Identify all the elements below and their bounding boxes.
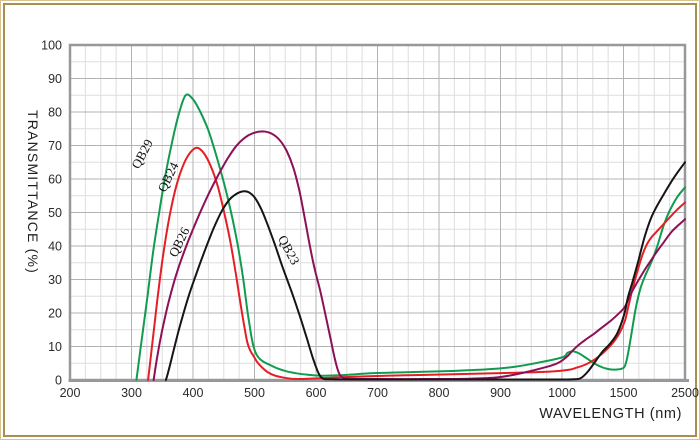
x-tick-label: 1500 [610, 386, 638, 400]
curve-qb23 [164, 161, 686, 381]
curve-label-qb23: QB23 [275, 233, 303, 267]
y-tick-label: 100 [41, 39, 62, 53]
x-tick-label: 1000 [548, 386, 576, 400]
x-tick-label: 300 [121, 386, 142, 400]
x-tick-label: 800 [429, 386, 450, 400]
y-tick-label: 40 [48, 240, 62, 254]
y-tick-label: 10 [48, 340, 62, 354]
curve-label-qb29: QB29 [128, 137, 156, 171]
x-tick-label: 600 [306, 386, 327, 400]
curve-qb26 [152, 130, 686, 381]
x-tick-label: 400 [183, 386, 204, 400]
y-tick-label: 0 [55, 374, 62, 388]
y-tick-label: 90 [48, 72, 62, 86]
curve-qb24 [147, 146, 686, 381]
curve-qb29 [135, 93, 686, 381]
chart-frame [3, 3, 697, 437]
y-tick-label: 60 [48, 173, 62, 187]
x-axis-title: WAVELENGTH (nm) [539, 406, 682, 422]
y-tick-label: 70 [48, 139, 62, 153]
y-tick-label: 80 [48, 106, 62, 120]
y-axis-title: TRANSMITTANCE (%) [25, 110, 41, 275]
y-tick-label: 20 [48, 307, 62, 321]
y-tick-label: 30 [48, 273, 62, 287]
x-tick-label: 500 [244, 386, 265, 400]
x-tick-label: 700 [367, 386, 388, 400]
x-tick-label: 900 [490, 386, 511, 400]
y-tick-label: 50 [48, 206, 62, 220]
x-tick-label: 200 [60, 386, 81, 400]
x-tick-label: 2500 [671, 386, 699, 400]
